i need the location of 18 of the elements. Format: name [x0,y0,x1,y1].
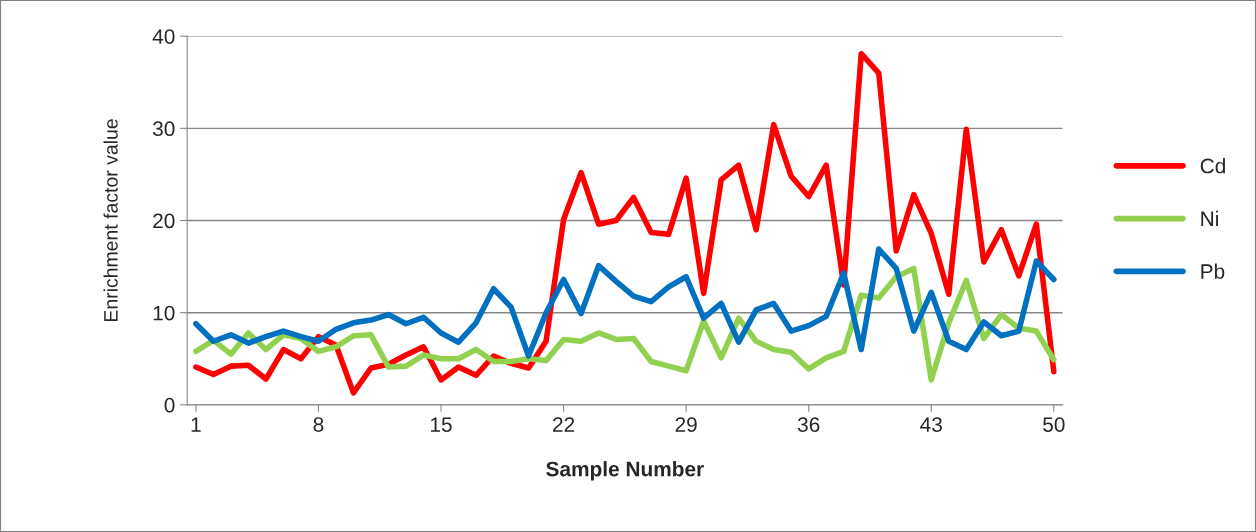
x-tick-label: 29 [675,417,697,432]
y-tick-label: 40 [152,29,175,44]
y-tick-label: 10 [153,305,175,321]
x-tick-label: 22 [553,417,575,432]
x-tick-label: 8 [313,417,324,432]
legend-label: Cd [1200,158,1225,174]
y-axis-title: Enrichment factor value [103,119,118,322]
y-tick-label: 30 [152,121,175,137]
legend-label: Ni [1201,210,1218,226]
x-axis-title: Sample Number [546,461,704,481]
y-tick-label: 0 [164,397,175,413]
x-tick-label: 36 [797,417,820,432]
x-tick-label: 43 [920,417,942,432]
y-tick-label: 20 [153,213,175,229]
legend-label: Pb [1201,263,1225,279]
x-tick-label: 1 [191,417,201,432]
x-tick-label: 50 [1043,417,1065,432]
x-tick-label: 15 [431,417,452,432]
